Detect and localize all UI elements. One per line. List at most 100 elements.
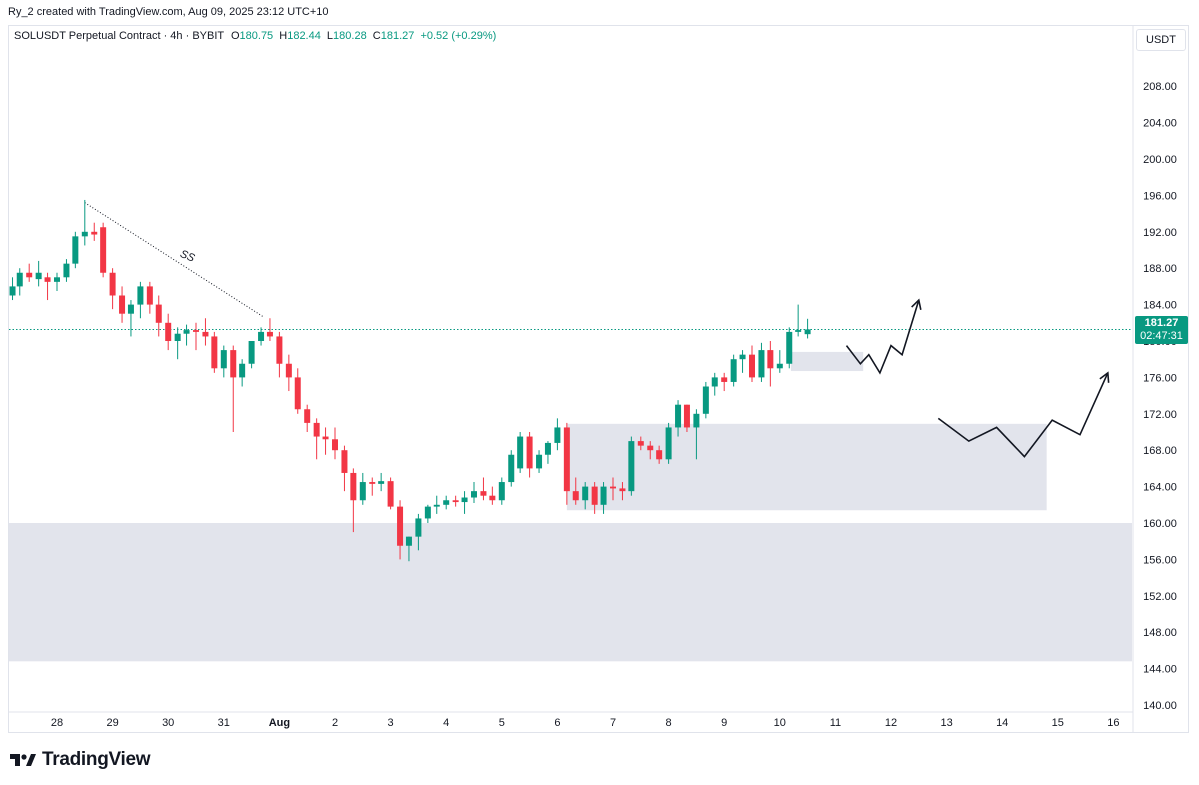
price-tick-label: 172.00 [1143,409,1177,421]
candle [119,286,126,323]
candle [480,477,487,501]
candle-body [285,363,292,378]
candle-body [174,333,181,341]
candle [16,268,23,296]
candle [91,222,98,241]
currency-unit-button[interactable]: USDT [1136,29,1186,51]
brand-name: TradingView [42,749,151,770]
candle-body [517,436,524,469]
legend-low-value: 180.28 [333,30,367,42]
candle [304,404,311,432]
candle [758,342,765,382]
candle [405,536,412,562]
candle [804,318,811,339]
candle-body [498,482,505,501]
candle-body [471,491,477,498]
time-tick-label: 4 [443,717,449,729]
candle-body [44,277,51,282]
candle [619,482,626,501]
candle-body [9,286,16,296]
candle [285,354,292,392]
candle [378,472,385,492]
candle-body [313,422,320,437]
projection-path-1 [845,299,920,375]
candle [656,445,663,464]
candle-body [35,272,42,280]
candle-body [248,341,255,364]
candle [461,491,468,514]
ss-trendline [84,202,263,317]
candle [572,477,579,505]
tradingview-brand[interactable]: TradingView [10,749,151,771]
price-tick-label: 188.00 [1143,263,1177,275]
candle [433,495,440,514]
candle-body [452,500,459,503]
candle [739,350,746,373]
candle [248,341,255,369]
candle-body [183,330,190,334]
candle-body [433,504,440,507]
candle-body [600,486,607,505]
projection-arrowhead-1 [911,298,922,311]
candle [81,199,88,246]
price-tick-label: 144.00 [1143,664,1177,676]
candle [174,327,181,360]
candle-body [230,350,237,378]
time-tick-label: 29 [106,717,118,729]
candle [369,477,376,496]
candle [637,436,644,451]
candle [536,450,543,473]
candle-body [683,404,690,428]
candle [702,381,709,419]
candle-body [702,386,709,414]
candle [313,418,320,460]
candle-body [767,350,774,369]
price-tick-label: 160.00 [1143,518,1177,530]
time-tick-label: 14 [996,717,1008,729]
candle [26,263,33,282]
candle [610,477,616,501]
candle-body [369,482,376,484]
candle [665,422,672,464]
candle-body [387,481,394,507]
candle-body [332,439,338,451]
candle-body [461,497,468,503]
candle-body [165,322,172,341]
legend-open-value: 180.75 [239,30,274,42]
price-tick-label: 176.00 [1143,372,1177,384]
time-tick-label: 7 [610,717,616,729]
candle [711,372,718,396]
candle-body [489,495,496,501]
candle [193,322,199,351]
time-tick-label: Aug [269,717,290,729]
legend-low-label: L [326,30,334,42]
candle [489,486,496,505]
candle [591,482,598,514]
candle [397,500,404,560]
time-tick-label: 8 [666,717,672,729]
price-tick-label: 204.00 [1143,118,1177,130]
price-tick-label: 184.00 [1143,300,1177,312]
time-tick-label: 9 [721,717,727,729]
candle [776,350,783,373]
candle-body [480,491,487,496]
symbol-legend: SOLUSDT Perpetual Contract · 4h · BYBIT … [14,30,496,42]
candle [127,300,134,337]
candle [202,318,209,346]
legend-change: +0.52 (+0.29%) [420,30,497,42]
candle-body [405,536,412,546]
time-tick-label: 11 [830,717,841,729]
candle-body [647,445,654,451]
candle [54,272,60,291]
candle [109,268,116,310]
candle-body [378,481,385,484]
candle [230,345,237,432]
time-tick-label: 28 [51,717,63,729]
candle-body [610,486,616,489]
candle-body [711,377,718,387]
candle-body [146,286,153,305]
candle-body [258,331,265,341]
time-tick-label: 12 [885,717,897,729]
candle [155,295,162,337]
